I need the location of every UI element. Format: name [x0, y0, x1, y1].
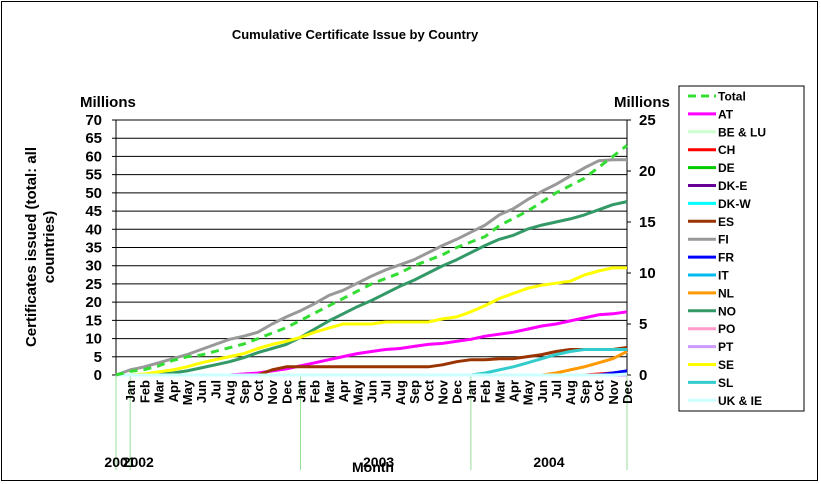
series-line-fi [115, 158, 627, 377]
y-left-tick-label: 30 [85, 258, 102, 275]
legend-label: IT [718, 269, 729, 283]
y-left-tick-label: 65 [85, 130, 102, 147]
x-year-label: 2001 [104, 454, 135, 470]
series-lines [115, 144, 628, 377]
y-left-tick-label: 55 [85, 167, 102, 184]
x-tick-label: Feb [478, 380, 493, 403]
legend-label: Total [718, 90, 746, 104]
series-line-no [116, 200, 628, 377]
y-right-tick-label: 5 [639, 316, 647, 333]
x-axis-label: Month [352, 459, 394, 475]
y-right-tick-label: 0 [639, 367, 647, 384]
x-tick-label: Jun [535, 380, 550, 403]
x-tick-label: Apr [166, 380, 181, 402]
y-left-tick-label: 50 [85, 185, 102, 202]
legend-label: CH [718, 143, 735, 157]
y-left-tick-label: 60 [85, 148, 102, 165]
x-tick-label: Mar [152, 380, 167, 403]
x-tick-label: May [180, 379, 195, 405]
x-tick-label: Dec [620, 380, 635, 404]
x-tick-label: Feb [137, 380, 152, 403]
y-left-tick-label: 70 [85, 112, 102, 129]
x-tick-label: Apr [336, 380, 351, 402]
y-left-tick-label: 5 [94, 349, 102, 366]
legend-label: BE & LU [718, 125, 766, 139]
x-tick-label: Sep [237, 380, 252, 404]
x-tick-label: Aug [223, 380, 238, 405]
y-right-tick-label: 20 [639, 163, 656, 180]
y-left-tick-label: 15 [85, 312, 102, 329]
x-tick-label: Jul [208, 380, 223, 399]
x-tick-label: May [521, 379, 536, 405]
x-tick-label: Nov [606, 379, 621, 404]
legend-label: AT [718, 107, 734, 121]
legend-box [678, 85, 805, 412]
legend-label: DK-W [718, 197, 751, 211]
x-tick-label: Jan [123, 380, 138, 402]
y-right-tick-label: 25 [639, 112, 656, 129]
legend-label: NO [718, 304, 736, 318]
x-tick-label: Mar [492, 380, 507, 403]
left-axis-unit: Millions [80, 94, 136, 111]
legend-label: PT [718, 340, 734, 354]
legend-label: NL [718, 286, 734, 300]
x-tick-label: May [350, 379, 365, 405]
legend-label: UK & IE [718, 394, 762, 408]
legend-label: DE [718, 161, 735, 175]
y-left-tick-label: 40 [85, 221, 102, 238]
x-tick-label: Sep [577, 380, 592, 404]
y-right-tick-label: 15 [639, 214, 656, 231]
x-tick-label: Aug [393, 380, 408, 405]
x-tick-label: Nov [436, 379, 451, 404]
x-tick-label: Oct [421, 379, 436, 401]
legend-label: FR [718, 251, 734, 265]
y-axis-label-group: Certificates issued (total: all countrie… [23, 147, 58, 347]
legend-label: ES [718, 215, 734, 229]
series-line-total [115, 144, 628, 377]
y-left-tick-label: 35 [85, 240, 102, 257]
y-right-tick-label: 10 [639, 265, 656, 282]
legend: Total AT BE & LU CH DE DK-E DK-W ES FI FR IT NL NO PO… [678, 85, 805, 412]
y-axis-label-line1: Certificates issued (total: all [23, 147, 40, 347]
x-tick-label: Apr [506, 380, 521, 402]
x-tick-label: Sep [407, 380, 422, 404]
x-tick-label: Oct [251, 379, 266, 401]
gridlines [116, 119, 627, 376]
right-axis-unit: Millions [614, 94, 670, 111]
legend-label: SL [718, 376, 733, 390]
chart-title: Cumulative Certificate Issue by Country [232, 27, 479, 42]
x-year-label: 2002 [123, 454, 154, 470]
y-left-tick-label: 0 [94, 367, 102, 384]
x-tick-label: Feb [308, 380, 323, 403]
x-tick-label: Jan [464, 380, 479, 402]
y-left-tick-label: 25 [85, 276, 102, 293]
series-line-se [116, 266, 627, 377]
x-tick-label: Oct [592, 379, 607, 401]
series-line-uk-ie [116, 372, 628, 377]
x-tick-labels: Jan Feb Mar Apr May Jun Jul Aug Sep Oct Nov Dec Jan F… [104, 379, 635, 470]
y-axis-label-line2: countries) [41, 211, 58, 284]
x-tick-label: Dec [279, 380, 294, 404]
x-tick-label: Jul [549, 380, 564, 399]
x-tick-label: Nov [265, 379, 280, 404]
legend-label: PO [718, 322, 735, 336]
y-left-tick-label: 45 [85, 203, 102, 220]
x-tick-label: Mar [322, 380, 337, 403]
legend-label: FI [718, 233, 729, 247]
x-year-label: 2004 [533, 454, 564, 470]
x-tick-label: Jun [365, 380, 380, 403]
x-year-label: 2003 [363, 454, 394, 470]
x-tick-label: Dec [450, 380, 465, 404]
y-left-tick-label: 10 [85, 331, 102, 348]
x-tick-label: Jan [294, 380, 309, 402]
x-tick-label: Aug [563, 380, 578, 405]
x-tick-label: Jun [194, 380, 209, 403]
x-tick-label: Jul [379, 380, 394, 399]
y-left-tick-label: 20 [85, 294, 102, 311]
legend-label: SE [718, 358, 734, 372]
legend-label: DK-E [718, 179, 747, 193]
